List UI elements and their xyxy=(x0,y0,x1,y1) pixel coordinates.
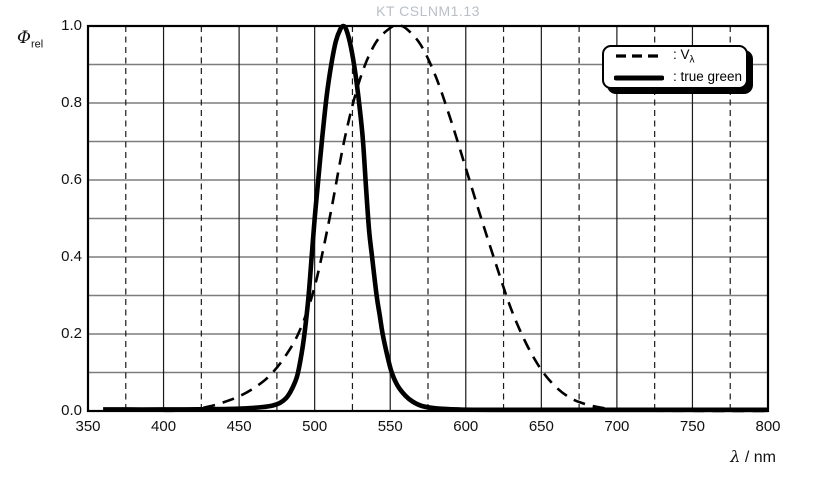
x-axis-label: λ / nm xyxy=(640,447,776,467)
curve-true-green xyxy=(103,23,768,413)
dashed-line-sample-icon xyxy=(616,54,662,58)
x-axis-unit: / nm xyxy=(740,449,776,466)
x-tick-label: 650 xyxy=(528,418,554,435)
y-tick-label: 1.0 xyxy=(61,17,82,34)
x-tick-label: 600 xyxy=(453,418,479,435)
solid-line-sample-icon xyxy=(614,75,664,81)
chart-title: KT CSLNM1.13 xyxy=(376,3,480,19)
y-axis-label-subscript: rel xyxy=(30,38,44,51)
y-tick-label: 0.0 xyxy=(61,402,82,419)
legend-label-true-green: : true green xyxy=(673,68,743,84)
y-axis-label: Φrel xyxy=(17,28,43,50)
curve-v-lambda xyxy=(163,24,769,413)
x-tick-label: 500 xyxy=(302,418,328,435)
x-tick-label: 450 xyxy=(226,418,252,435)
plot-border xyxy=(86,24,770,413)
x-tick-label: 800 xyxy=(755,418,781,435)
legend-entry-true-green: : true green xyxy=(614,69,742,88)
legend-label-v-lambda: : Vλ xyxy=(673,46,695,66)
y-tick-label: 0.4 xyxy=(61,248,82,265)
y-tick-label: 0.6 xyxy=(61,171,82,188)
phi-symbol: Φ xyxy=(17,28,31,48)
lambda-symbol: λ xyxy=(730,447,741,466)
legend-entry-v-lambda: : Vλ xyxy=(614,47,736,66)
y-tick-label: 0.2 xyxy=(61,325,82,342)
y-tick-label: 0.8 xyxy=(61,94,82,111)
x-tick-label: 700 xyxy=(604,418,630,435)
x-tick-label: 400 xyxy=(151,418,177,435)
legend: : Vλ : true green xyxy=(602,45,748,89)
x-tick-label: 550 xyxy=(377,418,403,435)
x-tick-label: 350 xyxy=(75,418,101,435)
x-tick-label: 750 xyxy=(679,418,705,435)
